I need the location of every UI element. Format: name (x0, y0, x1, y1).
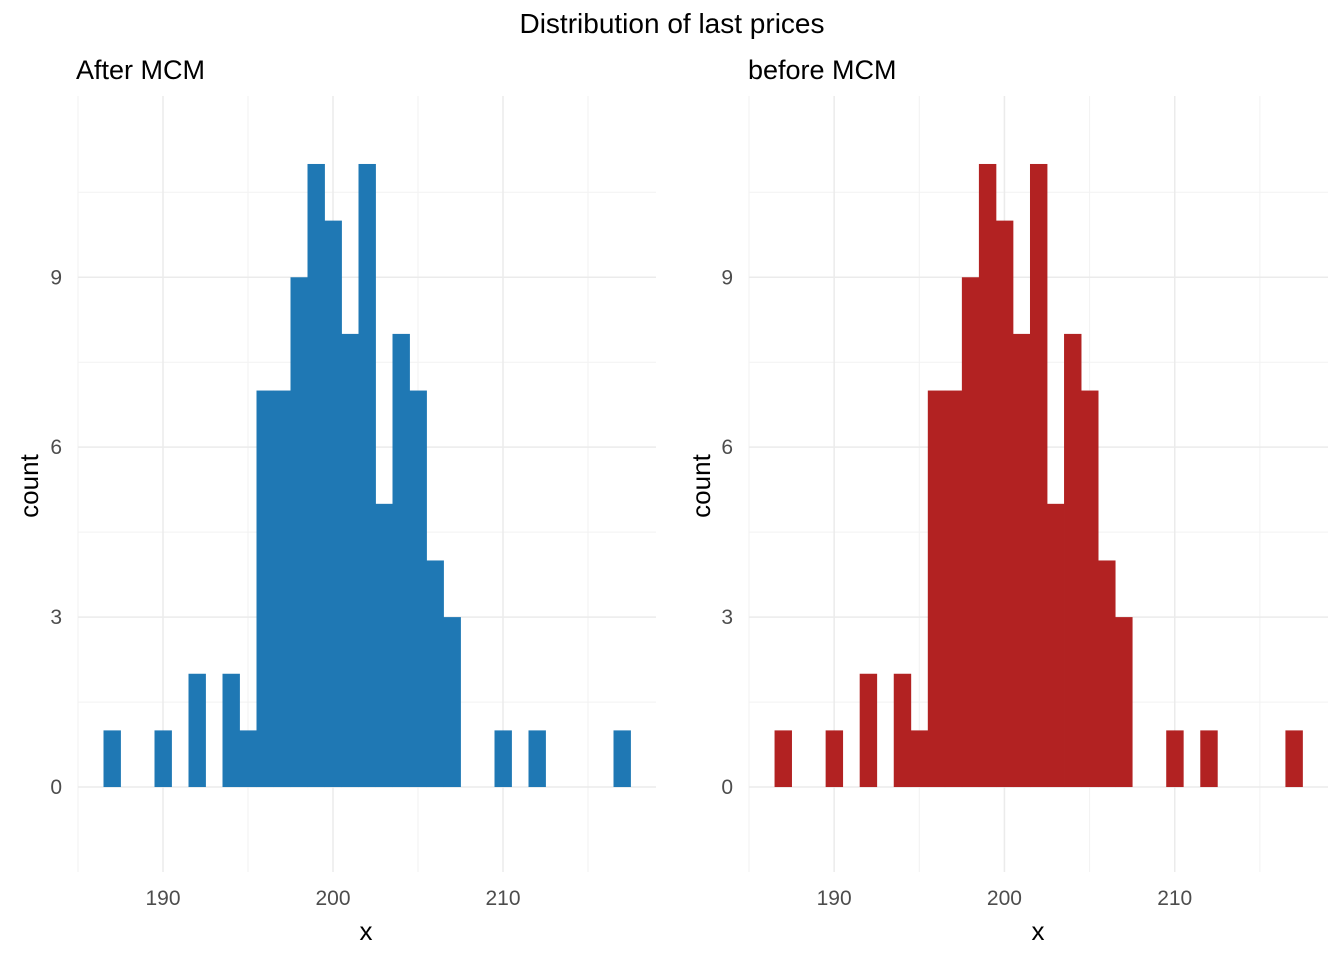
histogram-bar (341, 333, 359, 788)
histogram-bar (859, 673, 878, 788)
panel-title-after-mcm: After MCM (76, 55, 205, 85)
histogram-bar (1098, 560, 1116, 788)
histogram-bar (324, 220, 342, 788)
histogram-bar (825, 730, 844, 788)
histogram-bar (613, 730, 631, 788)
y-tick-label: 3 (721, 606, 733, 629)
x-axis-label: x (1032, 916, 1045, 946)
y-tick-label: 0 (50, 776, 62, 799)
panel-before-mcm: before MCM 0 3 6 9 190 200 210 x count (686, 55, 1328, 946)
panel-after-mcm: After MCM 0 3 6 9 190 200 210 x count (14, 55, 656, 946)
histogram-bar (426, 560, 444, 788)
histogram-bar (995, 220, 1014, 788)
histogram-bar (1285, 730, 1303, 788)
y-tick-label: 9 (721, 266, 733, 289)
histogram-bar (944, 390, 963, 788)
x-tick-label: 200 (987, 887, 1022, 910)
y-ticks: 0 3 6 9 (50, 266, 62, 799)
y-axis-label: count (14, 453, 44, 517)
histogram-bar (188, 673, 206, 788)
histogram-bar (893, 673, 912, 788)
histogram-bar (1047, 503, 1065, 788)
figure-title: Distribution of last prices (519, 8, 824, 39)
histogram-bar (256, 390, 274, 788)
histogram-bar (1081, 390, 1099, 788)
bars (103, 163, 631, 788)
histogram-bar (978, 163, 997, 788)
histogram-bar (307, 163, 325, 788)
bars (774, 163, 1303, 788)
y-tick-label: 9 (50, 266, 62, 289)
histogram-bar (1115, 617, 1133, 788)
histogram-bar (154, 730, 172, 788)
histogram-bar (290, 277, 308, 788)
y-axis-label: count (686, 453, 716, 517)
histogram-bar (1064, 333, 1082, 788)
histogram-bar (1166, 730, 1184, 788)
histogram-bar (358, 163, 376, 788)
y-ticks: 0 3 6 9 (721, 266, 733, 799)
panel-title-before-mcm: before MCM (748, 55, 897, 85)
histogram-bar (494, 730, 512, 788)
histogram-bar (392, 333, 410, 788)
histogram-bar (961, 277, 980, 788)
histogram-bar (1012, 333, 1031, 788)
histogram-bar (273, 390, 291, 788)
y-tick-label: 6 (50, 436, 62, 459)
histogram-bar (239, 730, 257, 788)
histogram-bar (774, 730, 792, 788)
x-tick-label: 190 (145, 887, 180, 910)
x-tick-label: 190 (817, 887, 852, 910)
y-tick-label: 6 (721, 436, 733, 459)
histogram-bar (443, 617, 461, 788)
x-ticks: 190 200 210 (817, 887, 1193, 910)
x-ticks: 190 200 210 (145, 887, 520, 910)
histogram-bar (1029, 163, 1048, 788)
x-tick-label: 210 (485, 887, 520, 910)
x-tick-label: 210 (1157, 887, 1192, 910)
x-tick-label: 200 (315, 887, 350, 910)
histogram-bar (927, 390, 946, 788)
histogram-bar (375, 503, 393, 788)
y-tick-label: 3 (50, 606, 62, 629)
histogram-bar (103, 730, 121, 788)
histogram-bar (222, 673, 240, 788)
y-tick-label: 0 (721, 776, 733, 799)
histogram-bar (528, 730, 546, 788)
histogram-bar (1200, 730, 1218, 788)
histogram-bar (409, 390, 427, 788)
histogram-bar (910, 730, 929, 788)
x-axis-label: x (360, 916, 373, 946)
